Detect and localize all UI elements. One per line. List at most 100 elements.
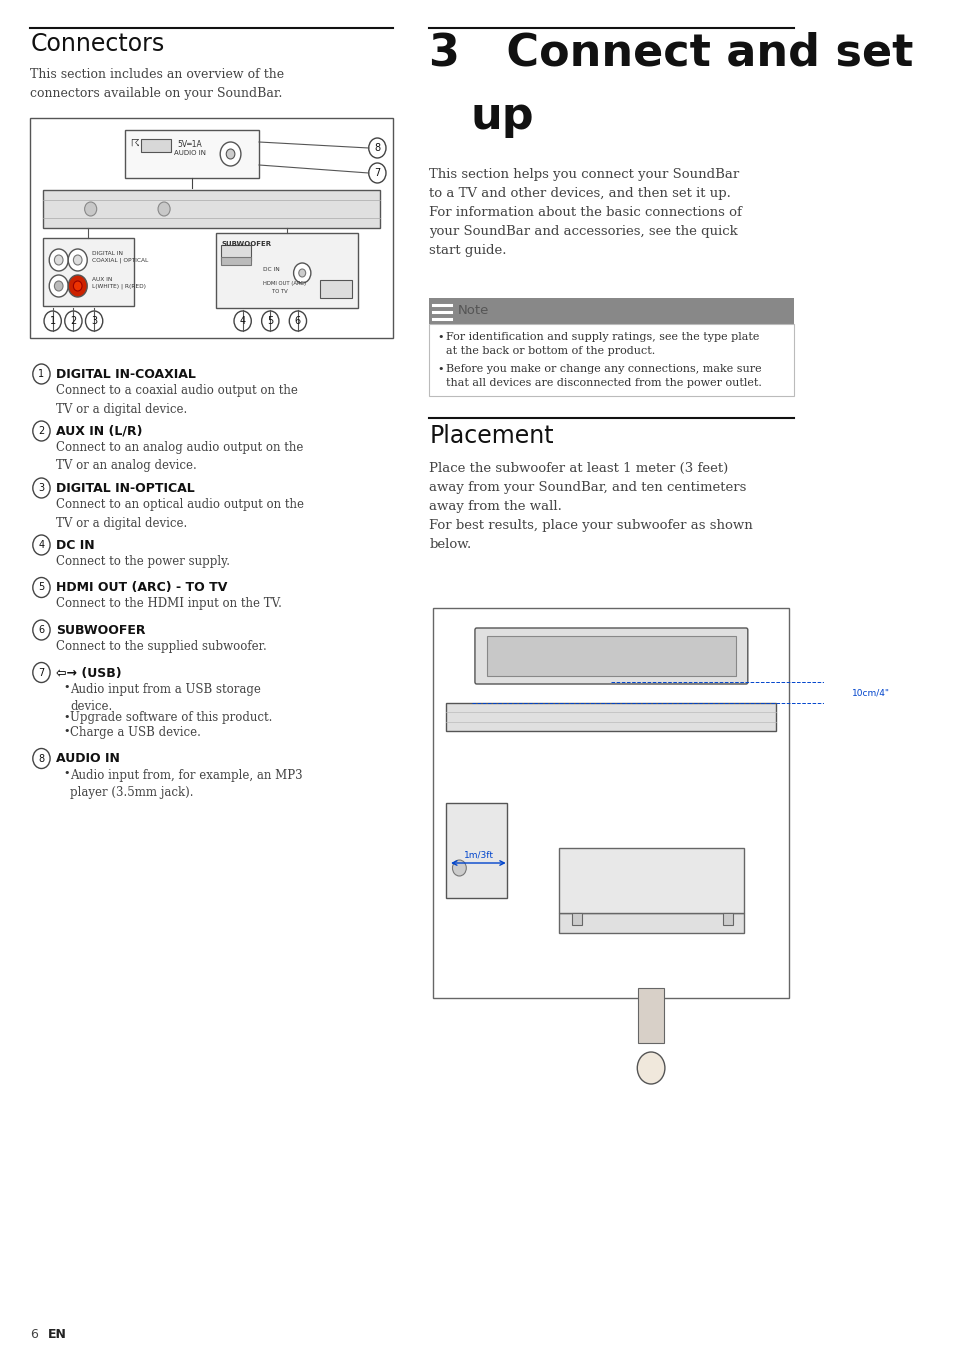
Circle shape bbox=[50, 248, 69, 271]
Bar bbox=[571, 913, 581, 925]
Circle shape bbox=[32, 535, 50, 555]
Bar bbox=[43, 190, 379, 228]
Text: ⇦→ (USB): ⇦→ (USB) bbox=[56, 667, 122, 679]
Circle shape bbox=[637, 1052, 664, 1084]
Bar bbox=[43, 238, 133, 306]
Text: •: • bbox=[63, 726, 70, 736]
Text: EN: EN bbox=[48, 1328, 67, 1341]
Text: up: up bbox=[470, 95, 534, 138]
Circle shape bbox=[294, 263, 311, 284]
Text: 6: 6 bbox=[294, 316, 300, 325]
Text: 10cm/4": 10cm/4" bbox=[851, 688, 889, 697]
Text: Audio input from, for example, an MP3
player (3.5mm jack).: Audio input from, for example, an MP3 pl… bbox=[70, 768, 302, 799]
Text: Audio input from a USB storage
device.: Audio input from a USB storage device. bbox=[70, 683, 260, 713]
Text: AUX IN (L/R): AUX IN (L/R) bbox=[56, 425, 143, 437]
Circle shape bbox=[158, 202, 170, 216]
Circle shape bbox=[32, 663, 50, 683]
Circle shape bbox=[32, 364, 50, 383]
Text: Charge a USB device.: Charge a USB device. bbox=[70, 726, 201, 738]
Bar bbox=[429, 324, 793, 396]
Bar bbox=[558, 848, 743, 913]
Circle shape bbox=[226, 148, 234, 159]
Text: 5V═1A: 5V═1A bbox=[177, 140, 202, 148]
Text: DIGITAL IN-OPTICAL: DIGITAL IN-OPTICAL bbox=[56, 482, 194, 495]
Text: 2: 2 bbox=[71, 316, 76, 325]
Text: •: • bbox=[437, 332, 444, 342]
Text: AUDIO IN: AUDIO IN bbox=[174, 150, 206, 157]
Text: 3: 3 bbox=[38, 483, 45, 493]
Bar bbox=[638, 988, 663, 1044]
Circle shape bbox=[69, 275, 87, 297]
Text: For identification and supply ratings, see the type plate
at the back or bottom : For identification and supply ratings, s… bbox=[446, 332, 759, 355]
Text: 8: 8 bbox=[38, 753, 45, 764]
Bar bbox=[30, 117, 393, 338]
Text: •: • bbox=[437, 364, 444, 374]
Text: Upgrade software of this product.: Upgrade software of this product. bbox=[70, 711, 272, 725]
Text: 2: 2 bbox=[38, 427, 45, 436]
Text: 5: 5 bbox=[267, 316, 274, 325]
Circle shape bbox=[44, 310, 61, 331]
Text: HDMI OUT (ARC): HDMI OUT (ARC) bbox=[263, 281, 306, 286]
Text: 3: 3 bbox=[91, 316, 97, 325]
Text: DC IN: DC IN bbox=[56, 539, 94, 552]
Circle shape bbox=[452, 860, 466, 876]
Circle shape bbox=[32, 478, 50, 498]
Text: 6: 6 bbox=[38, 625, 45, 634]
Circle shape bbox=[298, 269, 305, 277]
Circle shape bbox=[73, 281, 82, 292]
Text: Connect to the HDMI input on the TV.: Connect to the HDMI input on the TV. bbox=[56, 598, 282, 610]
Text: AUDIO IN: AUDIO IN bbox=[56, 752, 120, 765]
Circle shape bbox=[369, 163, 386, 184]
Circle shape bbox=[85, 202, 96, 216]
Text: 7: 7 bbox=[374, 167, 380, 178]
Circle shape bbox=[65, 310, 82, 331]
Circle shape bbox=[369, 138, 386, 158]
Text: 1: 1 bbox=[50, 316, 55, 325]
Text: 5: 5 bbox=[38, 582, 45, 593]
Bar bbox=[558, 913, 743, 933]
Text: 3   Connect and set: 3 Connect and set bbox=[429, 32, 913, 76]
Circle shape bbox=[54, 255, 63, 265]
Text: Place the subwoofer at least 1 meter (3 feet)
away from your SoundBar, and ten c: Place the subwoofer at least 1 meter (3 … bbox=[429, 462, 752, 551]
Text: •: • bbox=[63, 683, 70, 693]
Text: Connect to an analog audio output on the
TV or an analog device.: Connect to an analog audio output on the… bbox=[56, 441, 303, 472]
Text: •: • bbox=[63, 768, 70, 779]
Text: DC IN: DC IN bbox=[263, 267, 280, 271]
Text: This section helps you connect your SoundBar
to a TV and other devices, and then: This section helps you connect your Soun… bbox=[429, 167, 741, 256]
Text: •: • bbox=[63, 711, 70, 721]
Bar bbox=[446, 703, 776, 730]
Text: 8: 8 bbox=[374, 143, 380, 153]
Circle shape bbox=[220, 142, 241, 166]
Text: SUBWOOFER: SUBWOOFER bbox=[56, 624, 146, 637]
Circle shape bbox=[32, 620, 50, 640]
Circle shape bbox=[233, 310, 251, 331]
Text: Connectors: Connectors bbox=[30, 32, 164, 55]
Text: Note: Note bbox=[457, 304, 489, 317]
Text: 1: 1 bbox=[38, 369, 45, 379]
Bar bbox=[487, 636, 735, 676]
Circle shape bbox=[54, 281, 63, 292]
Text: Connect to a coaxial audio output on the
TV or a digital device.: Connect to a coaxial audio output on the… bbox=[56, 383, 297, 416]
Text: DIGITAL IN
COAXIAL | OPTICAL: DIGITAL IN COAXIAL | OPTICAL bbox=[91, 251, 148, 263]
Bar bbox=[221, 256, 251, 265]
Circle shape bbox=[32, 578, 50, 598]
Text: DIGITAL IN-COAXIAL: DIGITAL IN-COAXIAL bbox=[56, 369, 195, 381]
Circle shape bbox=[32, 421, 50, 441]
Bar bbox=[433, 608, 788, 998]
Circle shape bbox=[50, 275, 69, 297]
Text: 4: 4 bbox=[38, 540, 45, 549]
Circle shape bbox=[289, 310, 306, 331]
Bar bbox=[446, 803, 506, 898]
Text: AUX IN
L(WHITE) | R(RED): AUX IN L(WHITE) | R(RED) bbox=[91, 277, 146, 289]
Text: Placement: Placement bbox=[429, 424, 553, 448]
Text: 4: 4 bbox=[239, 316, 246, 325]
FancyBboxPatch shape bbox=[475, 628, 747, 684]
Text: 7: 7 bbox=[38, 667, 45, 678]
Circle shape bbox=[32, 748, 50, 768]
Circle shape bbox=[73, 255, 82, 265]
Circle shape bbox=[69, 248, 87, 271]
Text: Connect to an optical audio output on the
TV or a digital device.: Connect to an optical audio output on th… bbox=[56, 498, 304, 529]
Bar bbox=[221, 244, 251, 261]
Circle shape bbox=[86, 310, 103, 331]
Bar bbox=[125, 130, 259, 178]
